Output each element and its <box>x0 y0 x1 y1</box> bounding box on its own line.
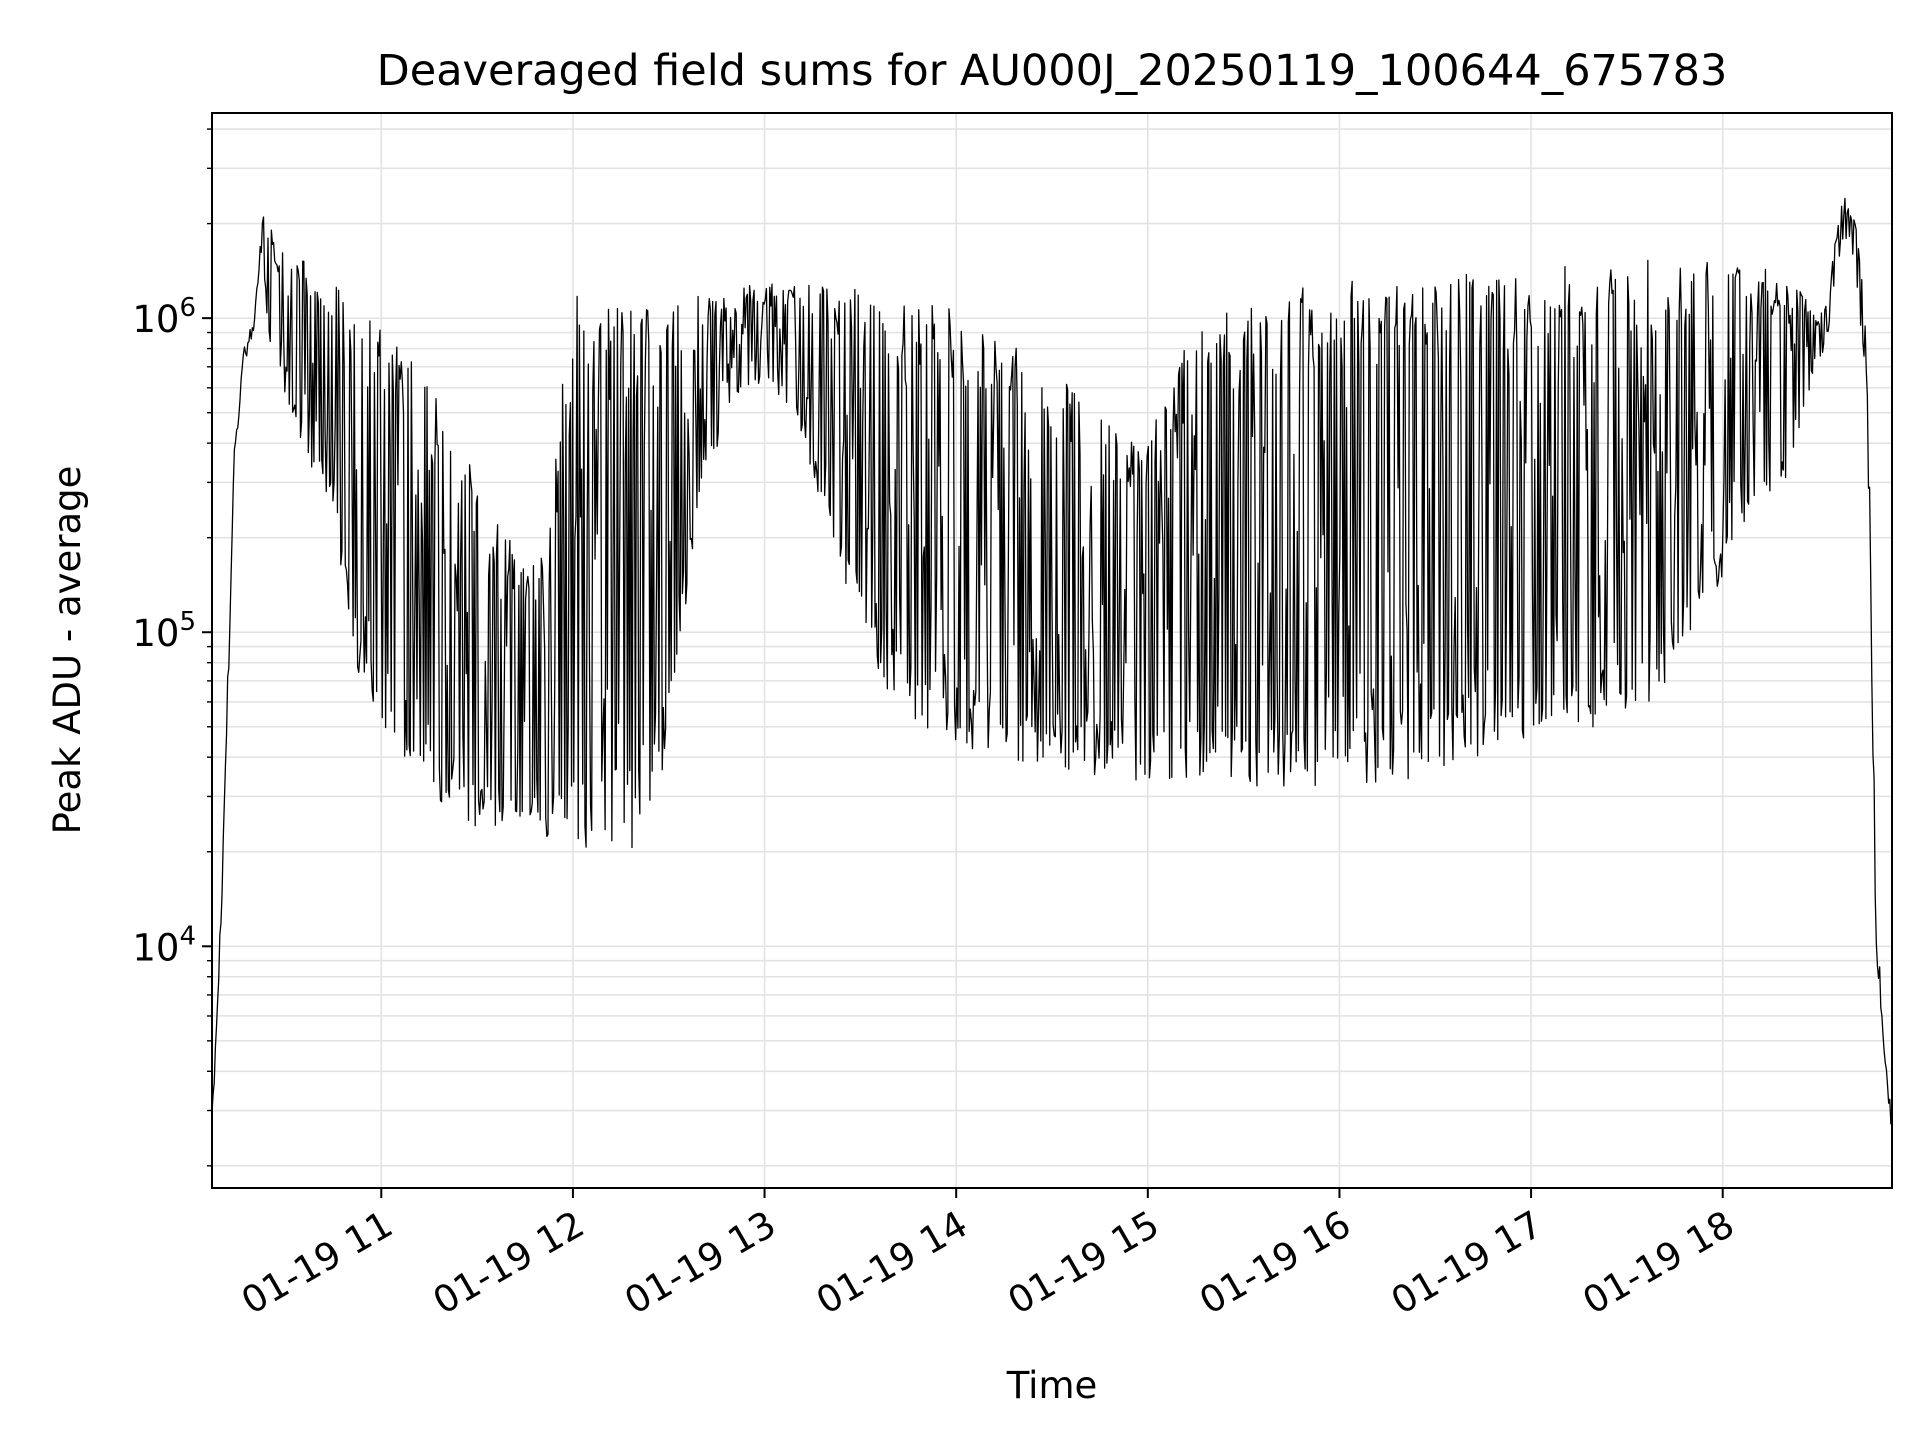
y-tick-label: 104 <box>132 921 196 969</box>
y-axis-ticks: 104 105 106 <box>132 128 212 1167</box>
y-tick-label: 105 <box>132 607 196 655</box>
grid <box>212 113 1892 1188</box>
x-axis-label: Time <box>1006 1364 1098 1407</box>
plot-frame <box>211 112 1893 1189</box>
y-tick-label: 106 <box>132 293 196 341</box>
chart-title: Deaveraged field sums for AU000J_2025011… <box>377 46 1728 96</box>
y-axis-label: Peak ADU - average <box>46 466 89 835</box>
series-layer <box>211 197 1893 1125</box>
data-series-line <box>211 197 1893 1125</box>
